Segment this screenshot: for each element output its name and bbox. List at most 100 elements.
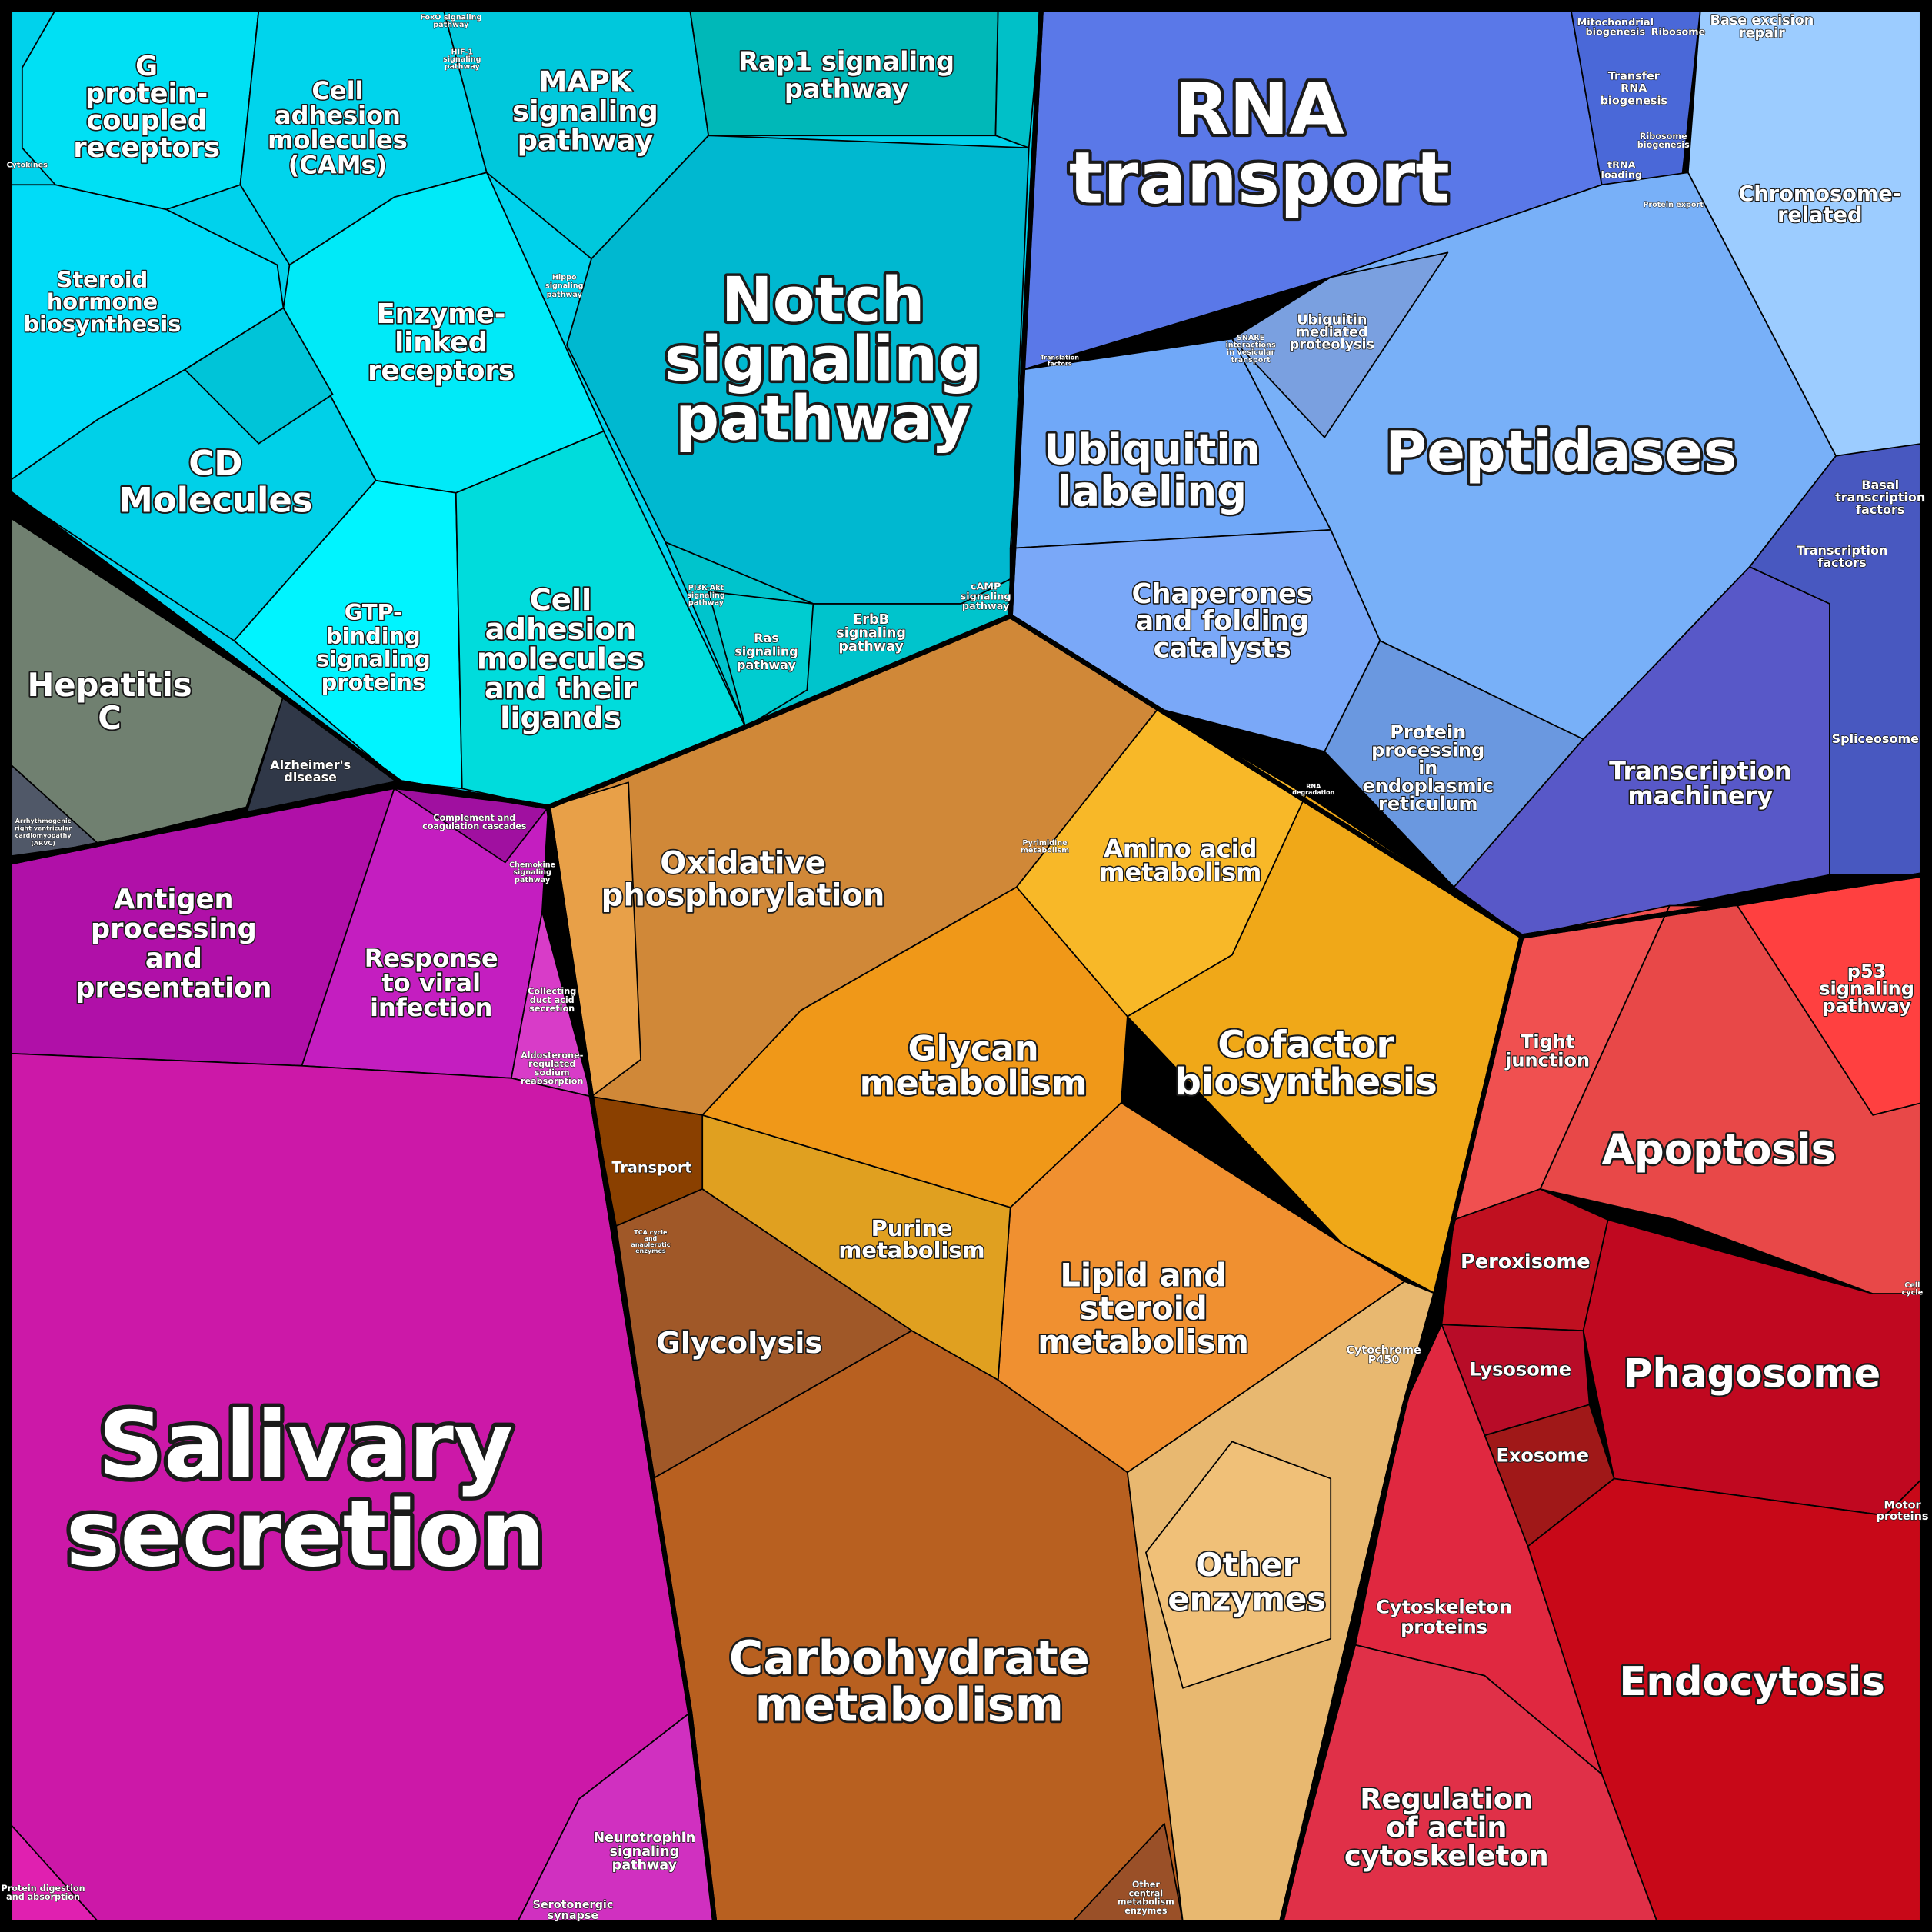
cell-label: Translation factors (1041, 354, 1080, 367)
cell-label: Glycolysis (656, 1325, 822, 1360)
label-line: Pyrimidine (1022, 839, 1068, 848)
label-line: adhesion (275, 101, 401, 130)
cell-label: Transport (611, 1158, 691, 1176)
cell-label: CD Molecules (118, 443, 312, 521)
label-line: Regulation (1360, 1782, 1533, 1815)
label-line: RNA (1306, 783, 1321, 790)
label-line: cAMP (971, 581, 1001, 592)
cell-label: Cytoskeleton proteins (1376, 1597, 1512, 1638)
label-line: signaling (961, 591, 1011, 602)
label-line: Cytochrome (1346, 1344, 1421, 1357)
label-line: Protein export (1643, 201, 1704, 209)
label-line: Translation (1041, 354, 1080, 361)
label-line: factors (1817, 555, 1866, 570)
cell-label: Apoptosis (1602, 1124, 1836, 1174)
cell-label: MAPK signaling pathway (512, 65, 658, 157)
label-line: molecules (477, 641, 645, 676)
label-line: pathway (612, 1857, 678, 1873)
label-line: Basal (1861, 478, 1899, 492)
label-line: RNA (1174, 68, 1344, 151)
cell-label: Protein digestion and absorption (2, 1884, 85, 1902)
cell-label: Cell cycle (1902, 1281, 1924, 1297)
label-line: Oxidative (660, 846, 825, 881)
label-line: Glycolysis (656, 1325, 822, 1360)
label-line: metabolism (1038, 1323, 1249, 1361)
label-line: metabolism (1021, 846, 1069, 854)
label-line: labeling (1058, 467, 1247, 516)
label-line: Chemokine (509, 861, 556, 870)
label-line: (ARVC) (31, 839, 55, 846)
cell-label: Regulation of actin cytoskeleton (1344, 1782, 1549, 1872)
label-line: ErbB (853, 612, 889, 628)
label-line: degradation (1292, 789, 1334, 796)
label-line: signaling (545, 282, 584, 291)
cell-label: SNARE interactions in vesicular transport (1225, 334, 1275, 365)
cell-label: Lysosome (1470, 1358, 1571, 1380)
label-line: hormone (47, 288, 158, 315)
label-line: Molecules (118, 480, 312, 521)
cell-label: Hippo signaling pathway (545, 273, 584, 298)
label-line: Cell (1904, 1281, 1920, 1290)
label-line: biosynthesis (1174, 1061, 1437, 1104)
label-line: signaling (316, 646, 431, 672)
label-line: PI3K-Akt (688, 584, 724, 592)
label-line: metabolism (838, 1237, 984, 1264)
label-line: interactions (1225, 341, 1275, 350)
cell-label: RNA transport (1069, 68, 1450, 220)
label-line: Other (1195, 1546, 1298, 1584)
label-line: signaling (609, 1844, 679, 1860)
label-line: Complement and (433, 813, 515, 823)
label-line: Apoptosis (1602, 1124, 1836, 1174)
label-line: proteolysis (1290, 338, 1374, 353)
label-line: pathway (1822, 995, 1911, 1017)
label-line: mediated (1296, 325, 1368, 341)
cell-label: Steroid hormone biosynthesis (24, 266, 182, 337)
label-line: junction (1504, 1049, 1590, 1071)
label-line: Peptidases (1385, 420, 1737, 485)
label-line: Chromosome- (1738, 182, 1901, 206)
cell-label: Ribosome biogenesis (1637, 132, 1690, 150)
label-line: Amino acid (1104, 834, 1257, 863)
label-line: Spliceosome (1832, 731, 1920, 746)
label-line: Protein digestion (2, 1884, 85, 1894)
cell-label: Lipid and steroid metabolism (1038, 1256, 1249, 1361)
label-line: Mitochondrial (1577, 16, 1654, 28)
label-line: pathway (838, 639, 904, 655)
label-line: Motor (1884, 1500, 1921, 1512)
label-line: receptors (73, 132, 220, 164)
cell-label: p53 signaling pathway (1819, 961, 1914, 1017)
label-line: (CAMs) (288, 150, 388, 179)
label-line: biogenesis (1601, 95, 1667, 107)
label-line: of actin (1386, 1810, 1507, 1844)
label-line: proteins (1401, 1616, 1487, 1637)
label-line: and folding (1135, 605, 1309, 637)
label-line: Exosome (1496, 1445, 1589, 1467)
cell-label: Ras signaling pathway (734, 630, 798, 671)
label-line: pathway (518, 124, 654, 157)
label-line: cytoskeleton (1344, 1839, 1549, 1872)
label-line: Transport (611, 1158, 691, 1176)
cell-label: Cell adhesion molecules (CAMs) (268, 76, 408, 179)
cell-label: Collecting duct acid secretion (528, 987, 576, 1014)
label-line: duct acid (530, 995, 575, 1005)
cell-label: Cofactor biosynthesis (1174, 1024, 1437, 1104)
label-line: Neurotrophin (593, 1830, 695, 1846)
label-line: Enzyme- (377, 298, 506, 330)
label-line: in (1418, 758, 1437, 779)
cell-label: Basal transcription factors (1835, 478, 1925, 517)
label-line: cycle (1902, 1289, 1924, 1297)
label-line: molecules (268, 125, 408, 155)
cell-label: Ubiquitin labeling (1044, 425, 1261, 515)
label-line: Ribosome (1640, 132, 1687, 142)
label-line: Base excision (1710, 13, 1814, 28)
cell (1231, 251, 1449, 438)
label-line: Phagosome (1624, 1351, 1880, 1397)
label-line: biogenesis (1585, 26, 1645, 38)
label-line: central (1129, 1888, 1164, 1898)
label-line: factors (1048, 360, 1072, 367)
label-line: Aldosterone- (521, 1051, 584, 1061)
